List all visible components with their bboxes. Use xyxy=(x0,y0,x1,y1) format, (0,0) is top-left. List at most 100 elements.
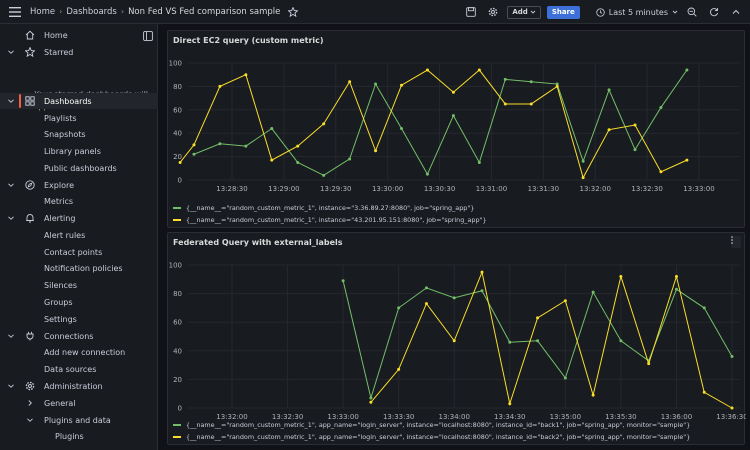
sidebar-item-label: Metrics xyxy=(44,196,74,206)
breadcrumb: Home › Dashboards › Non Fed VS Fed compa… xyxy=(30,7,280,17)
data-point xyxy=(633,148,637,152)
legend-item[interactable]: {__name__="random_custom_metric_1", app_… xyxy=(173,433,690,441)
sidebar-item-playlists[interactable]: Playlists xyxy=(0,110,158,126)
legend-item[interactable]: {__name__="random_custom_metric_1", inst… xyxy=(173,216,487,224)
sidebar-item-label: Home xyxy=(44,30,68,40)
sidebar-item-silences[interactable]: Silences xyxy=(0,277,158,293)
refresh-icon[interactable] xyxy=(706,4,722,20)
chevron-right-icon[interactable] xyxy=(26,399,34,407)
mark-favorite-star-icon[interactable] xyxy=(288,6,299,17)
sidebar-item-snapshots[interactable]: Snapshots xyxy=(0,126,158,142)
data-point xyxy=(674,274,678,278)
time-range-label: Last 5 minutes xyxy=(608,7,668,17)
data-point xyxy=(529,80,533,84)
sidebar-item-metrics[interactable]: Metrics xyxy=(0,193,158,209)
series-line-1 xyxy=(193,69,688,176)
x-tick-label: 13:30:30 xyxy=(424,185,455,193)
sidebar-item-connections[interactable]: Connections xyxy=(0,328,158,344)
time-series-chart[interactable]: 0 20 40 60 80 100 13:32:00 13:32:30 13:33:00 13:3… xyxy=(168,233,746,446)
time-series-chart[interactable]: 0 20 40 60 80 100 13:28:30 13:29:00 13:29:30 13:3… xyxy=(168,31,746,229)
sidebar-item-plugins-and-data[interactable]: Plugins and data xyxy=(0,412,158,428)
breadcrumb-current: Non Fed VS Fed comparison sample xyxy=(128,6,281,17)
data-point xyxy=(218,84,222,88)
chevron-down-icon[interactable] xyxy=(26,416,34,424)
chevron-down-icon[interactable] xyxy=(7,382,15,390)
active-indicator xyxy=(19,94,21,108)
sidebar-item-label: Dashboards xyxy=(44,96,92,106)
sidebar-item-administration[interactable]: Administration xyxy=(0,378,158,394)
gear-icon xyxy=(25,381,35,391)
x-tick-label: 13:29:00 xyxy=(268,185,299,193)
sidebar-item-explore[interactable]: Explore xyxy=(0,177,158,193)
x-tick-label: 13:34:00 xyxy=(438,413,469,421)
sidebar-item-general[interactable]: General xyxy=(0,395,158,411)
data-point xyxy=(480,270,484,274)
sidebar-item-add-new-connection[interactable]: Add new connection xyxy=(0,344,158,360)
sidebar-item-label: Snapshots xyxy=(44,129,86,139)
sidebar-item-public-dashboards[interactable]: Public dashboards xyxy=(0,160,158,176)
chevron-down-icon[interactable] xyxy=(7,48,15,56)
breadcrumb-dashboards[interactable]: Dashboards xyxy=(66,6,117,17)
data-point xyxy=(369,396,373,400)
plug-icon xyxy=(25,331,35,341)
chevron-down-icon[interactable] xyxy=(7,214,15,222)
legend-label: {__name__="random_custom_metric_1", inst… xyxy=(186,204,475,212)
chevron-up-icon[interactable] xyxy=(728,4,744,20)
data-point xyxy=(348,157,352,161)
panel-menu-icon[interactable] xyxy=(731,236,741,248)
add-button[interactable]: Add xyxy=(507,5,541,19)
data-point xyxy=(452,339,456,343)
data-point xyxy=(192,143,196,147)
share-button[interactable]: Share xyxy=(546,5,580,19)
panel-title: Federated Query with external_labels xyxy=(173,238,343,247)
menu-icon[interactable] xyxy=(4,0,26,24)
data-point xyxy=(397,306,401,310)
chevron-down-icon[interactable] xyxy=(7,97,15,105)
data-point xyxy=(508,340,512,344)
y-tick-label: 100 xyxy=(169,262,182,270)
sidebar-item-plugins[interactable]: Plugins xyxy=(0,428,158,444)
x-tick-label: 13:32:30 xyxy=(272,413,303,421)
data-point xyxy=(270,158,274,162)
legend-item[interactable]: {__name__="random_custom_metric_1", inst… xyxy=(173,204,474,212)
dashboard-settings-gear-icon[interactable] xyxy=(485,4,501,20)
y-tick-label: 80 xyxy=(173,290,182,298)
panel-federated-query[interactable]: Federated Query with external_labels 0 20… xyxy=(167,232,746,446)
save-dashboard-icon[interactable] xyxy=(463,4,479,20)
sidebar-item-contact-points[interactable]: Contact points xyxy=(0,244,158,260)
sidebar-item-notification-policies[interactable]: Notification policies xyxy=(0,260,158,276)
y-tick-label: 40 xyxy=(173,130,182,138)
y-tick-label: 0 xyxy=(178,405,182,413)
data-point xyxy=(730,355,734,359)
data-point xyxy=(536,316,540,320)
sidebar-item-starred[interactable]: Starred xyxy=(0,44,158,60)
time-range-picker[interactable]: Last 5 minutes xyxy=(596,8,678,17)
sidebar-item-data-sources[interactable]: Data sources xyxy=(0,361,158,377)
dock-menu-icon[interactable] xyxy=(143,31,153,41)
sidebar-item-library-panels[interactable]: Library panels xyxy=(0,143,158,159)
zoom-out-icon[interactable] xyxy=(684,4,700,20)
y-tick-label: 20 xyxy=(173,153,182,161)
data-point xyxy=(685,158,689,162)
y-tick-label: 60 xyxy=(173,106,182,114)
home-icon xyxy=(25,30,35,40)
breadcrumb-home[interactable]: Home xyxy=(30,6,56,17)
data-point xyxy=(503,102,507,106)
data-point xyxy=(322,122,326,126)
sidebar-item-label: Settings xyxy=(44,314,77,324)
sidebar-item-dashboards[interactable]: Dashboards xyxy=(0,93,158,109)
sidebar-item-alert-rules[interactable]: Alert rules xyxy=(0,227,158,243)
data-point xyxy=(341,279,345,283)
data-point xyxy=(581,159,585,163)
legend-item[interactable]: {__name__="random_custom_metric_1", app_… xyxy=(173,421,690,429)
x-tick-label: 13:31:30 xyxy=(528,185,559,193)
chevron-down-icon[interactable] xyxy=(7,181,15,189)
sidebar-item-settings[interactable]: Settings xyxy=(0,311,158,327)
panel-direct-ec2-query[interactable]: Direct EC2 query (custom metric) 0 20 40 60… xyxy=(167,30,745,228)
sidebar-item-groups[interactable]: Groups xyxy=(0,294,158,310)
chevron-down-icon[interactable] xyxy=(7,332,15,340)
sidebar-item-home[interactable]: Home xyxy=(0,27,158,43)
sidebar-item-alerting[interactable]: Alerting xyxy=(0,210,158,226)
sidebar-item-label: Alert rules xyxy=(44,230,86,240)
legend-swatch xyxy=(173,436,181,438)
